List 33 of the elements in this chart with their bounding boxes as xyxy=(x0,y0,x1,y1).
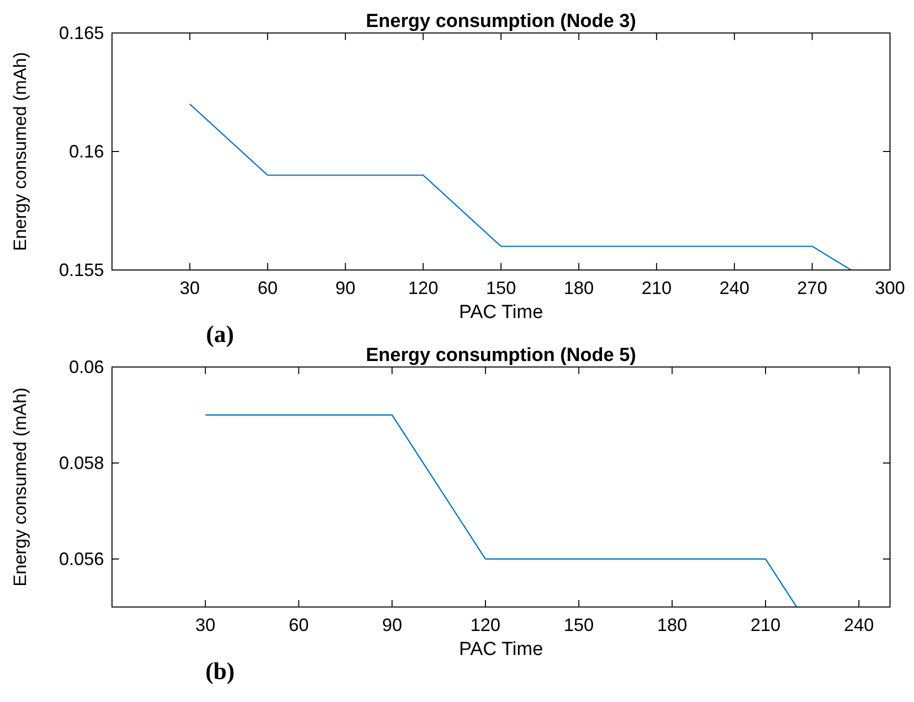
x-tick-label: 120 xyxy=(470,615,500,635)
x-tick-label: 240 xyxy=(844,615,874,635)
text: (a) xyxy=(206,322,234,348)
x-tick-label: 30 xyxy=(195,615,216,635)
x-tick-label: 240 xyxy=(719,278,750,298)
x-tick-label: 270 xyxy=(797,278,828,298)
y-tick-label: 0.16 xyxy=(68,142,104,162)
x-tick-label: 90 xyxy=(335,278,356,298)
y-tick-label: 0.165 xyxy=(58,23,104,43)
x-axis-title: PAC Time xyxy=(458,302,544,323)
chart-title: Energy consumption (Node 5) xyxy=(366,345,636,366)
x-tick-label: 210 xyxy=(642,278,672,298)
x-tick-label: 60 xyxy=(288,615,309,635)
x-tick-label: 120 xyxy=(408,278,438,298)
text: (b) xyxy=(205,659,235,685)
chart-title: Energy consumption (Node 3) xyxy=(366,11,636,32)
x-tick-label: 30 xyxy=(180,278,200,298)
x-tick-label: 150 xyxy=(564,615,594,635)
y-tick-label: 0.155 xyxy=(58,260,104,280)
x-tick-label: 180 xyxy=(657,615,688,635)
x-axis-title: PAC Time xyxy=(458,639,544,660)
x-tick-label: 180 xyxy=(564,278,594,298)
x-tick-label: 210 xyxy=(750,615,781,635)
y-axis-title: Energy consumed (mAh) xyxy=(10,387,30,587)
x-tick-label: 150 xyxy=(486,278,516,298)
line-series xyxy=(189,104,852,271)
x-tick-label: 300 xyxy=(874,278,906,298)
y-tick-label: 0.06 xyxy=(68,357,104,377)
y-axis-title: Energy consumed (mAh) xyxy=(10,52,30,252)
x-tick-label: 60 xyxy=(258,278,278,298)
y-tick-label: 0.056 xyxy=(58,549,104,569)
y-tick-label: 0.058 xyxy=(58,453,104,473)
x-tick-label: 90 xyxy=(382,615,402,635)
